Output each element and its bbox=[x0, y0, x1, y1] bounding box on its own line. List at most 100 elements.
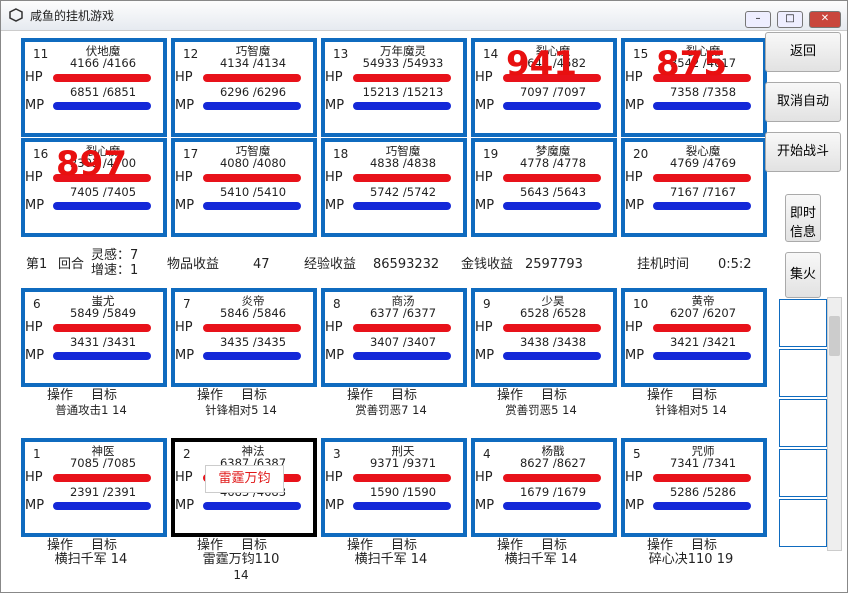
unit-card[interactable]: 8 商汤 6377 /6377 HP 3407 /3407 MP bbox=[321, 288, 467, 387]
status-speed: 增速：1 bbox=[91, 263, 139, 278]
mp-text: 3438 /3438 bbox=[519, 335, 587, 349]
action-button[interactable]: 开始战斗 bbox=[765, 132, 841, 172]
damage-number: 941 bbox=[506, 44, 577, 84]
status-time-label: 挂机时间 bbox=[637, 257, 690, 272]
hp-bar bbox=[503, 324, 601, 332]
hp-bar bbox=[53, 324, 151, 332]
unit-card[interactable]: 6 蚩尤 5849 /5849 HP 3431 /3431 MP bbox=[21, 288, 167, 387]
unit-name: 商汤 bbox=[391, 294, 415, 308]
unit-card[interactable]: 3 刑天 9371 /9371 HP 1590 /1590 MP bbox=[321, 438, 467, 537]
list-slot[interactable] bbox=[779, 349, 827, 397]
hp-label: HP bbox=[175, 70, 193, 85]
hp-bar bbox=[653, 324, 751, 332]
mp-label: MP bbox=[475, 348, 495, 363]
unit-id: 17 bbox=[183, 147, 199, 161]
unit-name: 黄帝 bbox=[691, 294, 715, 308]
unit-id: 5 bbox=[633, 447, 641, 461]
close[interactable]: ✕ bbox=[809, 11, 841, 28]
mp-text: 5286 /5286 bbox=[669, 485, 737, 499]
hp-bar bbox=[653, 174, 751, 182]
target-label: 目标 bbox=[91, 538, 118, 553]
info-button[interactable]: 即时 信息 bbox=[785, 194, 821, 242]
unit-card[interactable]: 11 伏地魔 4166 /4166 HP 6851 /6851 MP bbox=[21, 38, 167, 137]
mp-bar bbox=[353, 202, 451, 210]
unit-card[interactable]: 13 万年魔灵 54933 /54933 HP 15213 /15213 MP bbox=[321, 38, 467, 137]
unit-card[interactable]: 4 杨戬 8627 /8627 HP 1679 /1679 MP bbox=[471, 438, 617, 537]
unit-name: 巧智魔 bbox=[235, 144, 271, 158]
unit-card[interactable]: 17 巧智魔 4080 /4080 HP 5410 /5410 MP bbox=[171, 138, 317, 237]
unit-name: 神医 bbox=[91, 444, 115, 458]
unit-card[interactable]: 10 黄帝 6207 /6207 HP 3421 /3421 MP bbox=[621, 288, 767, 387]
list-slot[interactable] bbox=[779, 499, 827, 547]
mp-bar bbox=[353, 502, 451, 510]
hp-text: 4166 /4166 bbox=[69, 56, 137, 70]
list-slot[interactable] bbox=[779, 449, 827, 497]
unit-card[interactable]: 9 少昊 6528 /6528 HP 3438 /3438 MP bbox=[471, 288, 617, 387]
hp-label: HP bbox=[175, 470, 193, 485]
mp-bar bbox=[53, 352, 151, 360]
mp-bar bbox=[653, 202, 751, 210]
unit-card[interactable]: 1 神医 7085 /7085 HP 2391 /2391 MP bbox=[21, 438, 167, 537]
mp-bar bbox=[353, 352, 451, 360]
skill-text: 横扫千军 14 bbox=[504, 552, 578, 567]
unit-id: 8 bbox=[333, 297, 341, 311]
hp-text: 6528 /6528 bbox=[519, 306, 587, 320]
scrollbar[interactable] bbox=[827, 297, 842, 551]
unit-name: 裂心魔 bbox=[535, 44, 571, 58]
mp-label: MP bbox=[25, 198, 45, 213]
unit-card[interactable]: 7 炎帝 5846 /5846 HP 3435 /3435 MP bbox=[171, 288, 317, 387]
mp-label: MP bbox=[475, 198, 495, 213]
mp-label: MP bbox=[325, 348, 345, 363]
hp-label: HP bbox=[625, 320, 643, 335]
unit-card[interactable]: 19 梦魔魔 4778 /4778 HP 5643 /5643 MP bbox=[471, 138, 617, 237]
hp-label: HP bbox=[625, 70, 643, 85]
list-slot[interactable] bbox=[779, 399, 827, 447]
hp-label: HP bbox=[25, 470, 43, 485]
skill-text: 针锋相对5 14 bbox=[655, 403, 727, 417]
mp-bar bbox=[503, 352, 601, 360]
status-gold-label: 金钱收益 bbox=[461, 257, 514, 272]
info-button-line1: 即时 bbox=[789, 206, 816, 221]
hp-text: 4080 /4080 bbox=[219, 156, 287, 170]
status-item-label: 物品收益 bbox=[167, 257, 220, 272]
unit-card[interactable]: 16 裂心魔 2303 /4700 HP 7405 /7405 MP bbox=[21, 138, 167, 237]
focus-button[interactable]: 集火 bbox=[785, 252, 821, 298]
action-label: 操作 bbox=[197, 538, 224, 553]
hp-text: 8627 /8627 bbox=[519, 456, 587, 470]
unit-name: 炎帝 bbox=[241, 294, 265, 308]
action-button[interactable]: 返回 bbox=[765, 32, 841, 72]
status-exp-value: 86593232 bbox=[373, 257, 440, 272]
hp-text: 54933 /54933 bbox=[362, 56, 444, 70]
mp-text: 3435 /3435 bbox=[219, 335, 287, 349]
unit-name: 巧智魔 bbox=[235, 44, 271, 58]
mp-bar bbox=[653, 502, 751, 510]
unit-card[interactable]: 14 裂心魔 3641 /4582 HP 7097 /7097 MP bbox=[471, 38, 617, 137]
unit-card[interactable]: 5 咒师 7341 /7341 HP 5286 /5286 MP bbox=[621, 438, 767, 537]
mp-text: 6296 /6296 bbox=[219, 85, 287, 99]
unit-card[interactable]: 20 裂心魔 4769 /4769 HP 7167 /7167 MP bbox=[621, 138, 767, 237]
action-button[interactable]: 取消自动 bbox=[765, 82, 841, 122]
mp-label: MP bbox=[175, 198, 195, 213]
list-slot[interactable] bbox=[779, 299, 827, 347]
unit-id: 11 bbox=[33, 47, 49, 61]
mp-text: 7405 /7405 bbox=[69, 185, 137, 199]
unit-card[interactable]: 15 裂心魔 3542 /4617 HP 7358 /7358 MP bbox=[621, 38, 767, 137]
skill-text: 赏善罚恶5 14 bbox=[505, 403, 577, 417]
app-icon bbox=[9, 8, 23, 22]
unit-card[interactable]: 12 巧智魔 4134 /4134 HP 6296 /6296 MP bbox=[171, 38, 317, 137]
action-label: 操作 bbox=[197, 388, 224, 403]
mp-bar bbox=[53, 202, 151, 210]
hp-text: 9371 /9371 bbox=[369, 456, 437, 470]
target-label: 目标 bbox=[241, 388, 268, 403]
mp-label: MP bbox=[325, 498, 345, 513]
minimize[interactable]: – bbox=[745, 11, 771, 28]
skill-text: 针锋相对5 14 bbox=[205, 403, 277, 417]
hp-text: 3542 /4617 bbox=[669, 56, 737, 70]
mp-bar bbox=[53, 502, 151, 510]
unit-card[interactable]: 18 巧智魔 4838 /4838 HP 5742 /5742 MP bbox=[321, 138, 467, 237]
mp-text: 5742 /5742 bbox=[369, 185, 437, 199]
maximize[interactable]: □ bbox=[777, 11, 803, 28]
hp-bar bbox=[653, 474, 751, 482]
info-button-line2: 信息 bbox=[789, 225, 816, 240]
